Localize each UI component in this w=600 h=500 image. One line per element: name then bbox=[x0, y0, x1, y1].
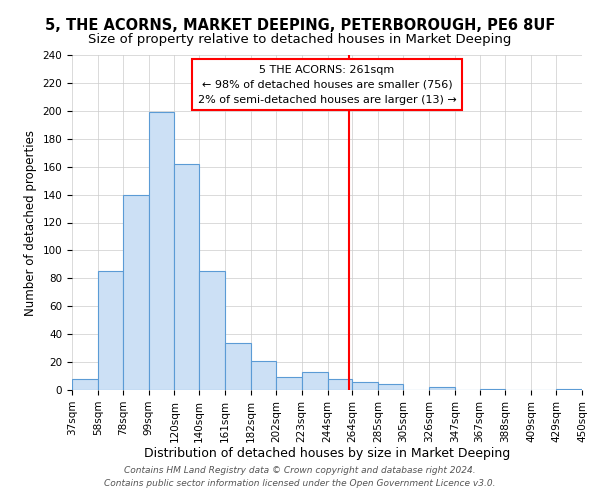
Bar bbox=[479, 388, 505, 390]
Bar bbox=[302, 372, 328, 390]
Bar bbox=[556, 388, 582, 390]
Bar bbox=[429, 387, 455, 390]
Bar bbox=[225, 342, 251, 390]
Bar bbox=[251, 360, 276, 390]
X-axis label: Distribution of detached houses by size in Market Deeping: Distribution of detached houses by size … bbox=[144, 448, 510, 460]
Bar bbox=[175, 164, 199, 390]
Bar bbox=[276, 378, 302, 390]
Text: 5, THE ACORNS, MARKET DEEPING, PETERBOROUGH, PE6 8UF: 5, THE ACORNS, MARKET DEEPING, PETERBORO… bbox=[45, 18, 555, 32]
Bar bbox=[378, 384, 403, 390]
Bar bbox=[98, 272, 122, 390]
Bar bbox=[199, 272, 225, 390]
Text: Size of property relative to detached houses in Market Deeping: Size of property relative to detached ho… bbox=[88, 32, 512, 46]
Bar bbox=[149, 112, 175, 390]
Bar bbox=[122, 194, 149, 390]
Bar bbox=[328, 379, 352, 390]
Y-axis label: Number of detached properties: Number of detached properties bbox=[24, 130, 37, 316]
Bar bbox=[72, 379, 98, 390]
Bar bbox=[352, 382, 378, 390]
Text: Contains HM Land Registry data © Crown copyright and database right 2024.
Contai: Contains HM Land Registry data © Crown c… bbox=[104, 466, 496, 487]
Text: 5 THE ACORNS: 261sqm
← 98% of detached houses are smaller (756)
2% of semi-detac: 5 THE ACORNS: 261sqm ← 98% of detached h… bbox=[197, 65, 457, 104]
